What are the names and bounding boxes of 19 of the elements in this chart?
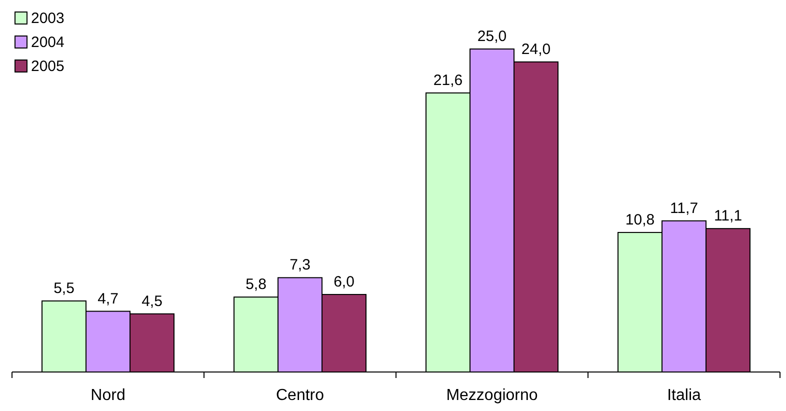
data-label: 6,0	[334, 273, 354, 290]
x-tick-label: Nord	[90, 387, 126, 404]
legend-label: 2003	[31, 10, 64, 27]
data-label: 25,0	[477, 28, 507, 45]
data-label: 11,7	[670, 200, 698, 217]
legend-label: 2005	[31, 58, 64, 75]
data-label: 5,5	[54, 280, 74, 297]
data-label: 10,8	[625, 211, 655, 228]
data-label: 7,3	[290, 256, 310, 274]
data-label: 11,1	[714, 208, 742, 225]
data-label: 21,6	[433, 72, 463, 89]
data-label: 5,8	[246, 276, 266, 294]
x-tick-label: Centro	[276, 387, 324, 404]
data-label: 24,0	[521, 40, 551, 58]
x-tick-label: Mezzogiorno	[446, 387, 538, 404]
data-label: 4,7	[98, 290, 118, 308]
legend-label: 2004	[31, 34, 64, 51]
x-tick-label: Italia	[667, 387, 701, 404]
data-label: 4,5	[142, 292, 162, 310]
